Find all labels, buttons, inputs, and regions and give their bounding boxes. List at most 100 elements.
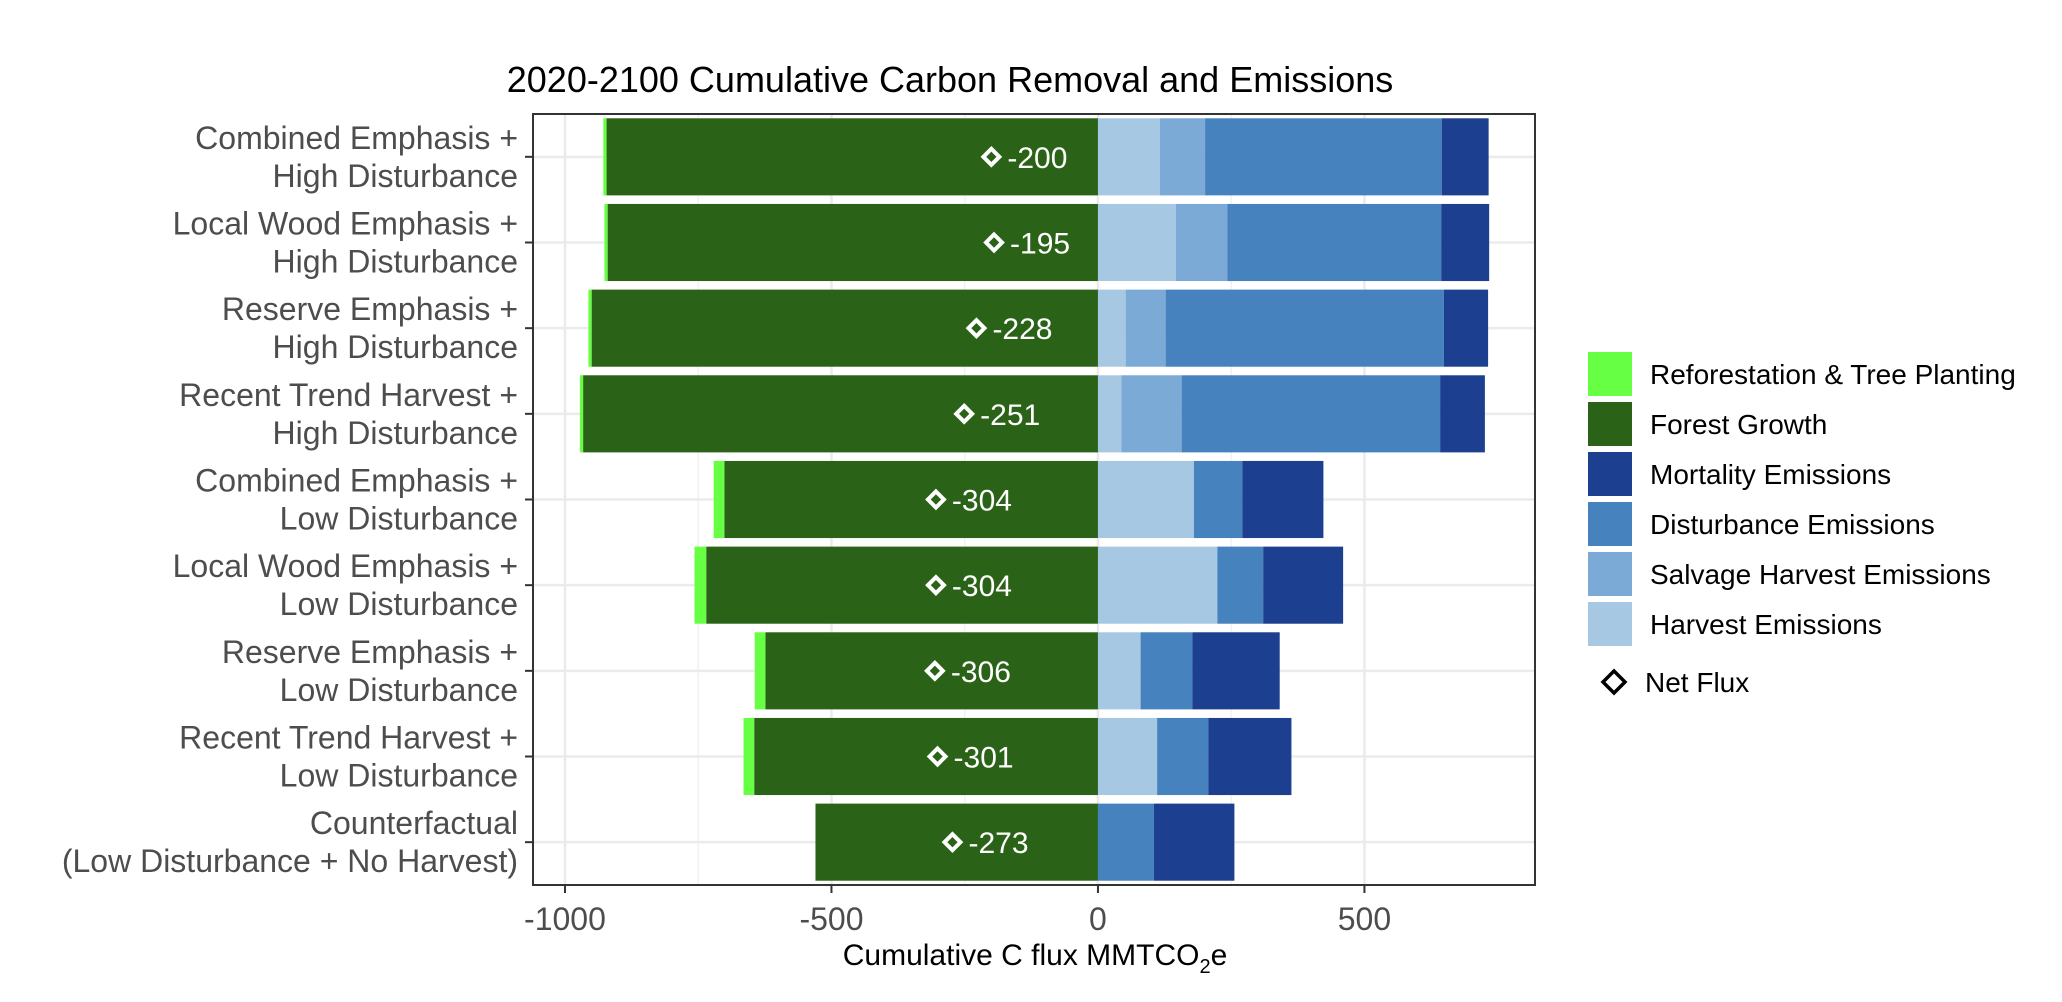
- bar-mortality: [1443, 289, 1489, 367]
- category-label: Combined Emphasis + High Disturbance: [195, 120, 518, 194]
- category-label-line: Reserve Emphasis +: [222, 634, 518, 670]
- bar-disturbance: [1227, 203, 1442, 282]
- bar-reforestation: [754, 632, 766, 710]
- bar-mortality: [1208, 717, 1292, 796]
- net-flux-marker: [953, 403, 976, 425]
- net-flux-label: -251: [980, 399, 1040, 432]
- net-flux-label: -200: [1007, 142, 1067, 175]
- category-label-line: Low Disturbance: [280, 672, 518, 708]
- x-axis-title-tail: e: [1211, 939, 1228, 972]
- category-label: Local Wood Emphasis + Low Disturbance: [173, 548, 518, 622]
- x-axis-title: Cumulative C flux MMTCO2e: [843, 939, 1228, 978]
- bar-mortality: [1441, 203, 1490, 282]
- net-flux-marker: [925, 488, 947, 511]
- category-label-line: Reserve Emphasis +: [222, 291, 518, 327]
- category-label-line: Recent Trend Harvest +: [179, 720, 518, 756]
- bar-mortality: [1153, 803, 1235, 881]
- net-flux-marker: [925, 574, 947, 596]
- category-label-line: Combined Emphasis +: [195, 120, 518, 156]
- net-flux-label: -306: [951, 656, 1011, 689]
- x-tick-label: -500: [799, 901, 863, 937]
- bars: [579, 118, 1490, 881]
- bar-mortality: [1441, 118, 1489, 196]
- legend-label-mortality: Mortality Emissions: [1650, 459, 1891, 490]
- bar-harvest: [1097, 632, 1141, 710]
- bar-mortality: [1242, 460, 1324, 539]
- category-label-line: Counterfactual: [310, 805, 518, 841]
- bar-harvest: [1097, 289, 1126, 367]
- bar-reforestation: [713, 460, 725, 539]
- x-tick-label: 0: [1089, 901, 1107, 937]
- category-labels: Combined Emphasis + High DisturbanceLocal…: [62, 120, 533, 879]
- bar-mortality: [1192, 632, 1280, 710]
- category-label-line: Combined Emphasis +: [195, 463, 518, 499]
- net-flux-label: -301: [954, 742, 1014, 775]
- x-tick-label: -1000: [524, 901, 606, 937]
- bar-harvest: [1097, 546, 1218, 624]
- category-label: Recent Trend Harvest + Low Disturbance: [179, 720, 518, 794]
- legend-key-reforestation: [1588, 352, 1632, 396]
- category-label-line: High Disturbance: [273, 244, 518, 280]
- bar-forest_growth: [754, 717, 1098, 796]
- x-tick-label: 500: [1338, 901, 1391, 937]
- category-label-line: High Disturbance: [273, 158, 518, 194]
- legend-key-net-flux: [1600, 668, 1628, 696]
- bar-mortality: [1263, 546, 1344, 624]
- category-label: Recent Trend Harvest + High Disturbance: [179, 377, 518, 451]
- legend-label-harvest: Harvest Emissions: [1650, 609, 1882, 640]
- net-flux-markers: -200 -195 -228 -251 -304 -304 -306 -301 -273: [924, 142, 1070, 860]
- bar-disturbance: [1217, 546, 1264, 624]
- bar-disturbance: [1193, 460, 1243, 539]
- bar-forest_growth: [706, 546, 1098, 624]
- x-axis-ticks: -1000 -500 0 500: [524, 885, 1391, 937]
- bar-disturbance: [1097, 803, 1154, 881]
- bar-forest_growth: [724, 460, 1098, 539]
- x-axis-title-subscript: 2: [1199, 956, 1210, 978]
- category-label-line: Low Disturbance: [280, 758, 518, 794]
- bar-harvest: [1097, 203, 1176, 282]
- net-flux-label: -304: [952, 485, 1012, 518]
- bar-reforestation: [743, 717, 755, 796]
- bar-salvage: [1175, 203, 1228, 282]
- category-label: Local Wood Emphasis + High Disturbance: [173, 206, 518, 280]
- category-label: Reserve Emphasis + Low Disturbance: [222, 634, 518, 708]
- bar-reforestation: [588, 289, 592, 367]
- category-label-line: Local Wood Emphasis +: [173, 206, 518, 242]
- legend-key-mortality: [1588, 452, 1632, 496]
- category-label-line: Recent Trend Harvest +: [179, 377, 518, 413]
- net-flux-marker: [941, 831, 964, 853]
- category-label-line: Local Wood Emphasis +: [173, 548, 518, 584]
- category-label-line: (Low Disturbance + No Harvest): [62, 843, 518, 879]
- bar-disturbance: [1205, 118, 1442, 196]
- panel-border: [532, 113, 1536, 886]
- legend-label-forest_growth: Forest Growth: [1650, 409, 1827, 440]
- legend-label-disturbance: Disturbance Emissions: [1650, 509, 1935, 540]
- bar-salvage: [1159, 118, 1206, 196]
- legend-key-salvage: [1588, 552, 1632, 596]
- legend-key-disturbance: [1588, 502, 1632, 546]
- net-flux-marker: [926, 745, 949, 768]
- bar-harvest: [1097, 375, 1122, 453]
- category-label: Counterfactual (Low Disturbance + No Harv…: [62, 805, 518, 879]
- bar-forest_growth: [591, 289, 1098, 367]
- legend-label-reforestation: Reforestation & Tree Planting: [1650, 359, 2016, 390]
- bar-reforestation: [579, 375, 584, 453]
- bar-forest_growth: [606, 118, 1098, 196]
- category-label-line: Low Disturbance: [280, 501, 518, 537]
- chart-title: 2020-2100 Cumulative Carbon Removal and …: [507, 59, 1393, 100]
- bar-disturbance: [1181, 375, 1441, 453]
- net-flux-label: -195: [1010, 228, 1070, 261]
- category-label-line: Low Disturbance: [280, 586, 518, 622]
- bar-reforestation: [603, 118, 607, 196]
- category-label-line: High Disturbance: [273, 415, 518, 451]
- bar-reforestation: [694, 546, 707, 624]
- net-flux-marker: [980, 146, 1003, 168]
- category-label: Combined Emphasis + Low Disturbance: [195, 463, 518, 537]
- net-flux-label: -304: [952, 570, 1012, 603]
- bar-disturbance: [1157, 717, 1209, 796]
- legend-label-net-flux: Net Flux: [1645, 667, 1749, 698]
- legend-label-salvage: Salvage Harvest Emissions: [1650, 559, 1991, 590]
- category-label: Reserve Emphasis + High Disturbance: [222, 291, 518, 365]
- bar-reforestation: [604, 203, 608, 282]
- net-flux-label: -273: [968, 827, 1028, 860]
